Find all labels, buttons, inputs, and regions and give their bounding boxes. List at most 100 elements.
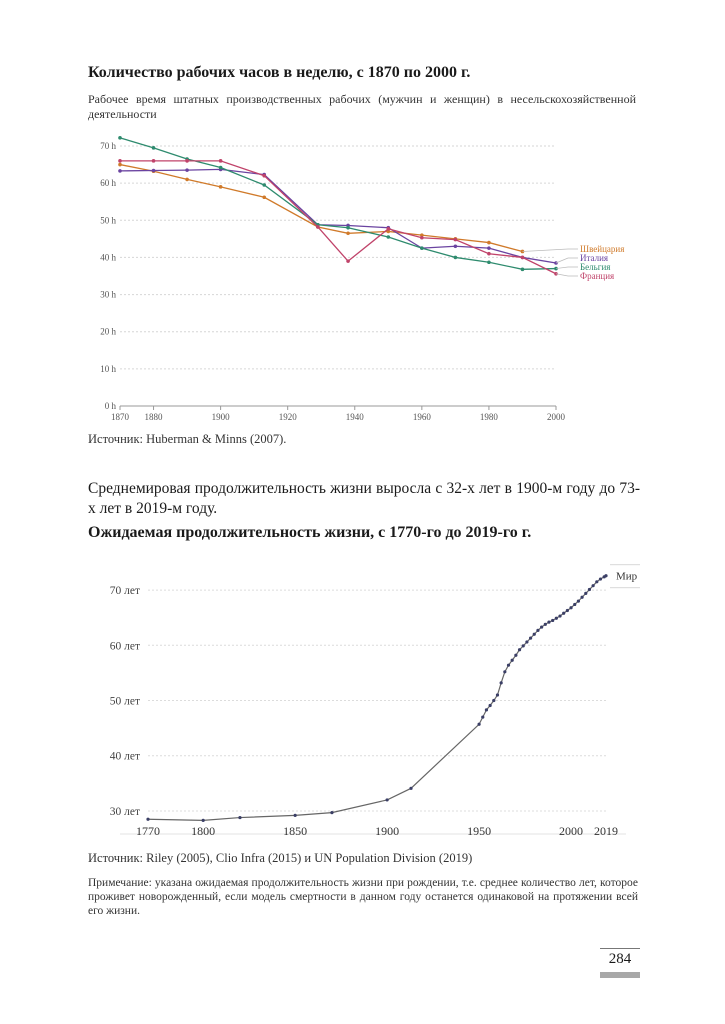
data-point-мир-1952 (481, 715, 485, 719)
data-point-мир-1996 (562, 611, 566, 615)
data-point-мир-1900 (385, 798, 389, 802)
y-tick-label-40: 40 лет (110, 751, 140, 763)
legend-leader-италия (555, 257, 578, 264)
y-tick-label-40: 40 h (100, 252, 116, 262)
data-point-мир-2014 (595, 580, 599, 584)
data-point-бельгия-1960 (420, 246, 424, 250)
series-line-франция (120, 160, 557, 275)
data-point-мир-1982 (536, 628, 540, 632)
y-tick-label-10: 10 h (100, 364, 116, 374)
y-tick-label-30: 30 h (100, 290, 116, 300)
data-point-мир-1976 (525, 640, 529, 644)
data-point-франция-1870 (118, 159, 122, 163)
data-point-мир-1974 (521, 644, 525, 648)
data-point-франция-1938 (346, 259, 350, 263)
working-hours-title: Количество рабочих часов в неделю, с 187… (88, 64, 471, 81)
x-tick-label-1940: 1940 (346, 412, 365, 422)
data-point-мир-2012 (591, 584, 595, 588)
data-point-бельгия-1990 (520, 267, 525, 272)
data-point-мир-1950 (477, 722, 481, 726)
life-expectancy-note: Примечание: указана ожидаемая продолжите… (88, 877, 638, 917)
data-point-мир-1986 (543, 622, 547, 626)
data-point-франция-1929 (316, 225, 320, 229)
data-point-бельгия-1880 (151, 146, 156, 150)
legend-leader-франция (555, 273, 578, 277)
x-tick-label-1880: 1880 (145, 412, 164, 422)
data-point-мир-1998 (565, 608, 569, 613)
data-point-мир-1870 (330, 811, 334, 815)
data-point-франция-1890 (185, 159, 189, 163)
data-point-мир-2010 (587, 587, 592, 592)
page-number: 284 (608, 951, 632, 967)
page-number-bar (600, 972, 640, 978)
working-hours-subtitle: Рабочее время штатных производственных р… (88, 92, 636, 121)
y-tick-label-50: 50 лет (110, 696, 140, 708)
x-tick-label-1850: 1850 (283, 824, 307, 838)
data-point-франция-1980 (487, 251, 491, 256)
y-tick-label-70: 70 лет (110, 585, 140, 597)
page-number-rule (600, 948, 640, 949)
data-point-бельгия-1938 (346, 225, 350, 230)
x-tick-label-1900: 1900 (375, 824, 399, 838)
life-expectancy-intro: Среднемировая продолжительность жизни вы… (88, 480, 640, 517)
data-point-мир-1958 (492, 698, 496, 703)
life-expectancy-source: Источник: Riley (2005), Clio Infra (2015… (88, 851, 473, 865)
data-point-мир-1850 (293, 813, 297, 817)
data-point-швейцария-1938 (346, 231, 350, 236)
data-point-мир-1988 (547, 620, 551, 624)
legend-label-мир: Мир (616, 571, 638, 583)
data-point-мир-2000 (569, 606, 573, 610)
y-tick-label-70: 70 h (100, 141, 116, 151)
data-point-мир-1972 (517, 648, 522, 652)
legend-leader-швейцария (522, 248, 578, 252)
working-hours-source: Источник: Huberman & Minns (2007). (88, 432, 287, 446)
data-point-мир-1913 (409, 786, 413, 790)
data-point-швейцария-1870 (118, 162, 122, 167)
x-tick-label-1960: 1960 (413, 412, 432, 422)
data-point-мир-1962 (499, 681, 503, 685)
x-tick-label-1950: 1950 (467, 824, 491, 838)
data-point-мир-1800 (201, 818, 205, 822)
data-point-мир-1770 (146, 817, 150, 821)
series-line-мир (147, 575, 607, 821)
data-point-швейцария-1890 (185, 177, 189, 182)
y-tick-label-60: 60 h (100, 178, 116, 188)
x-tick-label-1920: 1920 (279, 412, 298, 422)
legend-label-бельгия: Бельгия (580, 262, 610, 272)
data-point-италия-1970 (453, 244, 458, 249)
data-point-мир-1954 (484, 708, 489, 712)
data-point-мир-2016 (598, 577, 603, 581)
life-expectancy-chart: 30 лет 40 лет 50 лет 60 лет 70 лет 1770 1800 18… (110, 564, 640, 838)
data-point-франция-1970 (453, 237, 458, 242)
data-point-франция-1880 (151, 159, 156, 163)
data-point-швейцария-1950 (386, 229, 391, 234)
data-point-швейцария-1900 (218, 185, 223, 189)
y-tick-label-30: 30 лет (110, 806, 140, 818)
legend-label-франция: Франция (580, 271, 614, 281)
x-tick-label-1770: 1770 (136, 824, 160, 838)
data-point-мир-2006 (580, 595, 584, 599)
data-point-мир-1968 (510, 658, 514, 662)
data-point-мир-1970 (514, 653, 518, 657)
data-point-италия-1880 (151, 168, 156, 173)
data-point-бельгия-1870 (118, 136, 122, 140)
working-hours-chart: 0 h 10 h 20 h 30 h 40 h 50 h 60 h 70 h 1870 1880 1… (100, 136, 624, 422)
data-point-мир-2002 (573, 602, 577, 607)
life-expectancy-title: Ожидаемая продолжительность жизни, с 177… (88, 524, 532, 541)
data-point-мир-1964 (503, 670, 507, 674)
series-line-швейцария (119, 163, 523, 253)
data-point-франция-1960 (420, 235, 424, 240)
data-point-бельгия-1980 (487, 260, 491, 265)
legend-label-италия: Италия (580, 253, 608, 263)
x-tick-label-2000: 2000 (559, 824, 583, 838)
data-point-франция-1913 (262, 173, 267, 178)
data-point-франция-1990 (520, 255, 525, 260)
data-point-мир-1992 (554, 616, 558, 620)
y-tick-label-0: 0 h (105, 401, 117, 411)
data-point-бельгия-1900 (218, 165, 223, 170)
data-point-мир-1980 (532, 632, 536, 636)
x-tick-label-2000: 2000 (547, 412, 566, 422)
legend-label-швейцария: Швейцария (580, 244, 624, 254)
data-point-швейцария-1913 (262, 195, 267, 200)
data-point-франция-1950 (386, 227, 391, 231)
